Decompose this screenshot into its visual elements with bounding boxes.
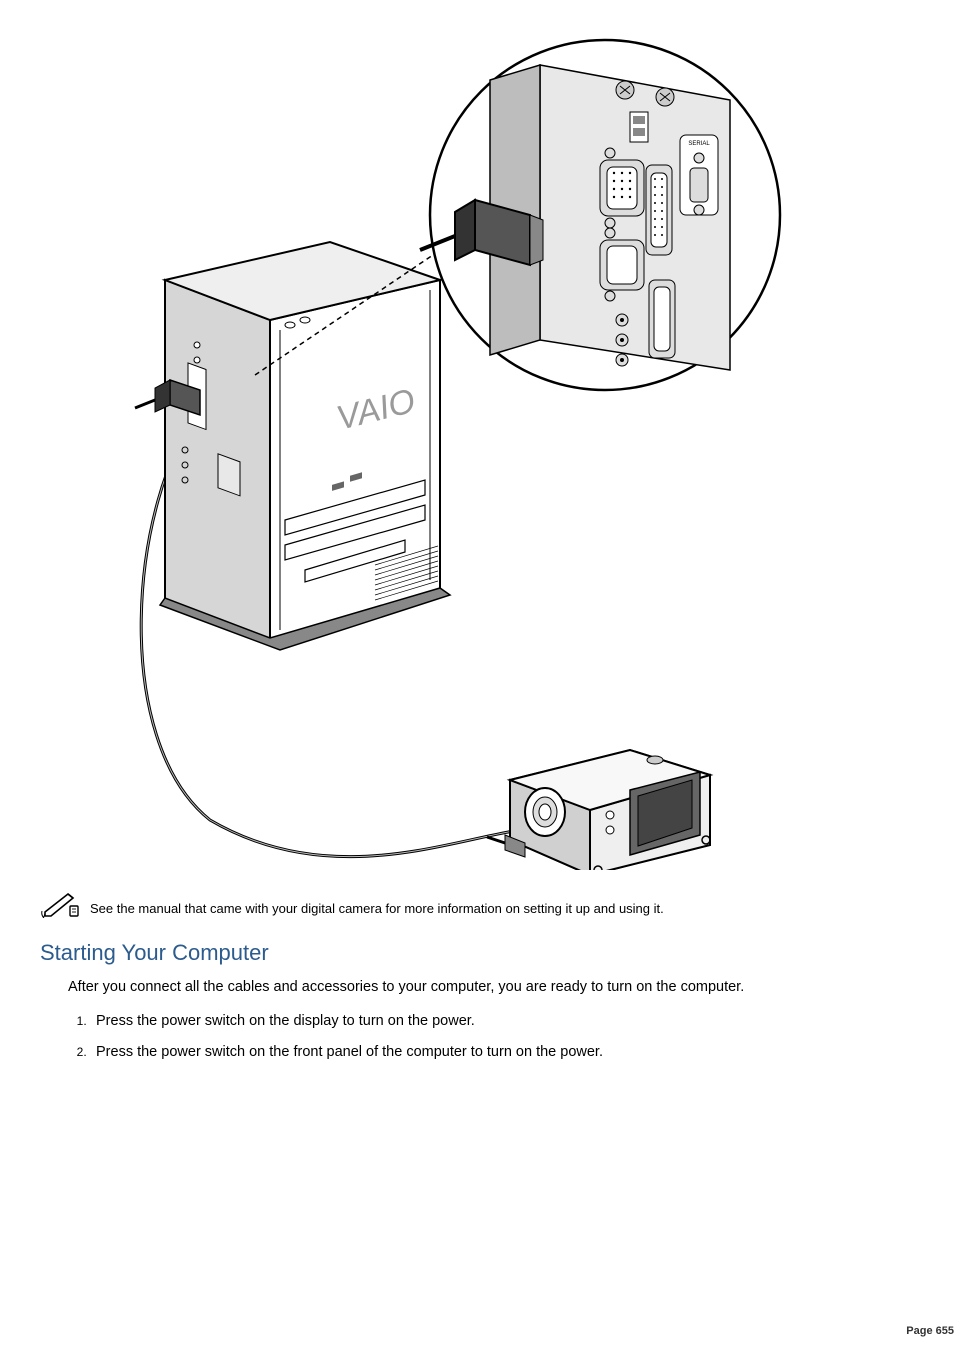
computer-tower: VAIO [135, 242, 450, 650]
note-block: See the manual that came with your digit… [40, 888, 954, 918]
steps-list: Press the power switch on the display to… [68, 1012, 934, 1063]
intro-paragraph: After you connect all the cables and acc… [68, 978, 934, 998]
note-text: See the manual that came with your digit… [90, 901, 664, 918]
digital-camera [487, 750, 710, 870]
step-item: Press the power switch on the display to… [90, 1012, 934, 1032]
pen-note-icon [40, 888, 80, 918]
connection-diagram-figure: VAIO [70, 20, 790, 870]
step-item: Press the power switch on the front pane… [90, 1043, 934, 1063]
svg-text:SERIAL: SERIAL [688, 141, 710, 147]
section-heading: Starting Your Computer [40, 940, 954, 966]
port-panel-callout: SERIAL [420, 40, 780, 390]
diagram-svg: VAIO [70, 20, 790, 870]
page-number: Page 655 [906, 1325, 954, 1337]
